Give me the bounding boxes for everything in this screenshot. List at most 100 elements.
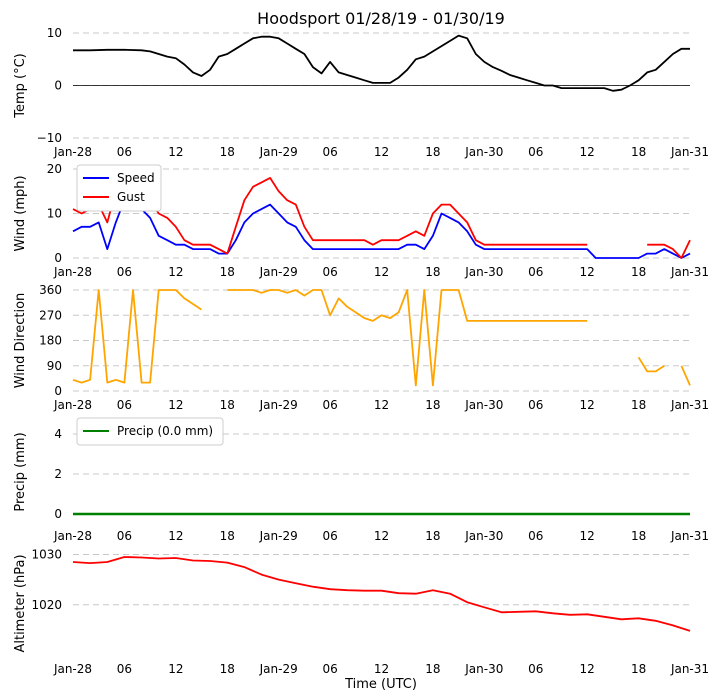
x-tick-label: 18: [220, 662, 235, 676]
y-tick-label: 270: [39, 308, 62, 322]
panel-4: 1030 1020 Jan-28 06 12 18 Jan-29 06 12 18 Jan-30 06…: [13, 548, 709, 676]
x-tick-label: 06: [322, 265, 337, 279]
legend-box: [76, 164, 162, 212]
y-tick-label: 1020: [31, 598, 62, 612]
x-tick-label: 18: [425, 145, 440, 159]
series-line-temp: [73, 34, 690, 92]
y-tick-label: 10: [47, 207, 62, 221]
chart-title: Hoodsport 01/28/19 - 01/30/19: [257, 9, 505, 28]
x-tick-label: 06: [322, 662, 337, 676]
x-tick-label: 06: [117, 529, 132, 543]
x-tick-label: 12: [580, 398, 595, 412]
x-tick-label: 12: [168, 529, 183, 543]
x-tick-label: 18: [220, 398, 235, 412]
x-tick-label: 06: [117, 662, 132, 676]
x-tick-label: 18: [631, 145, 646, 159]
x-tick-label: 12: [168, 265, 183, 279]
x-tick-label: Jan-30: [464, 265, 503, 279]
x-tick-label: 06: [528, 529, 543, 543]
panel-3: 4 2 0 Jan-28 06 12 18 Jan-29 06 12 18 Jan-30 06 12 18 J…: [13, 417, 709, 543]
y-tick-label: −10: [37, 131, 62, 145]
x-tick-label: 12: [580, 265, 595, 279]
legend-label: Precip (0.0 mm): [117, 424, 213, 438]
y-tick-label: 180: [39, 334, 62, 348]
x-tick-label: Jan-28: [53, 529, 92, 543]
x-tick-label: 18: [220, 265, 235, 279]
x-tick-label: 06: [528, 398, 543, 412]
x-tick-label: Jan-28: [53, 265, 92, 279]
x-tick-label: 06: [528, 265, 543, 279]
y-tick-label: 20: [47, 162, 62, 176]
x-tick-label: Jan-30: [464, 662, 503, 676]
legend-label: Gust: [117, 190, 145, 204]
x-tick-label: Jan-28: [53, 662, 92, 676]
x-tick-label: Jan-29: [259, 398, 298, 412]
x-tick-label: 18: [425, 265, 440, 279]
series-line-altimeter: [72, 556, 691, 632]
x-tick-label: 12: [168, 662, 183, 676]
x-tick-label: 12: [580, 529, 595, 543]
x-tick-label: 12: [580, 145, 595, 159]
x-tick-label: 12: [580, 662, 595, 676]
x-tick-label: 18: [631, 265, 646, 279]
y-axis-label: Wind (mph): [13, 175, 28, 251]
x-tick-label: 18: [220, 529, 235, 543]
x-tick-label: 06: [322, 529, 337, 543]
y-tick-label: 90: [47, 359, 62, 373]
y-axis-label: Wind Direction: [13, 293, 28, 389]
x-tick-label: 06: [528, 662, 543, 676]
x-axis-label: Time (UTC): [344, 677, 417, 692]
y-tick-label: 10: [47, 26, 62, 40]
x-tick-label: 12: [374, 145, 389, 159]
y-axis-label: Precip (mm): [13, 432, 28, 511]
x-tick-label: Jan-30: [464, 529, 503, 543]
x-tick-label: 18: [425, 398, 440, 412]
x-tick-label: Jan-29: [259, 265, 298, 279]
x-tick-label: Jan-31: [670, 662, 709, 676]
y-tick-label: 0: [54, 251, 62, 265]
x-tick-label: 18: [631, 662, 646, 676]
x-tick-label: 12: [168, 398, 183, 412]
x-tick-label: Jan-29: [259, 145, 298, 159]
y-axis-label: Temp (°C): [13, 53, 28, 119]
y-tick-label: 360: [39, 283, 62, 297]
x-tick-label: Jan-29: [259, 529, 298, 543]
x-tick-label: Jan-30: [464, 145, 503, 159]
x-tick-label: Jan-31: [670, 265, 709, 279]
x-tick-label: 12: [374, 662, 389, 676]
x-tick-label: 06: [117, 398, 132, 412]
x-tick-label: 06: [117, 145, 132, 159]
x-tick-label: 18: [220, 145, 235, 159]
x-tick-label: Jan-31: [670, 398, 709, 412]
x-tick-label: 12: [168, 145, 183, 159]
y-tick-label: 0: [54, 507, 62, 521]
x-tick-label: 06: [322, 145, 337, 159]
x-tick-label: Jan-28: [53, 145, 92, 159]
x-tick-label: 06: [117, 265, 132, 279]
x-tick-label: Jan-31: [670, 529, 709, 543]
y-tick-label: 2: [54, 467, 62, 481]
series-line-gust: [72, 177, 691, 259]
x-tick-label: Jan-28: [53, 398, 92, 412]
legend-box: [76, 417, 224, 446]
x-tick-label: 06: [322, 398, 337, 412]
y-tick-label: 4: [54, 427, 62, 441]
x-tick-label: 18: [425, 529, 440, 543]
series-line-direction: [72, 289, 691, 387]
x-tick-label: 12: [374, 398, 389, 412]
y-tick-label: 1030: [31, 548, 62, 562]
x-tick-label: 06: [528, 145, 543, 159]
x-tick-label: Jan-31: [670, 145, 709, 159]
legend-label: Speed: [117, 171, 155, 185]
y-tick-label: 0: [54, 79, 62, 93]
x-tick-label: 12: [374, 529, 389, 543]
x-tick-label: 18: [631, 398, 646, 412]
x-tick-label: 12: [374, 265, 389, 279]
x-tick-label: 18: [631, 529, 646, 543]
series-line-speed: [72, 199, 691, 259]
